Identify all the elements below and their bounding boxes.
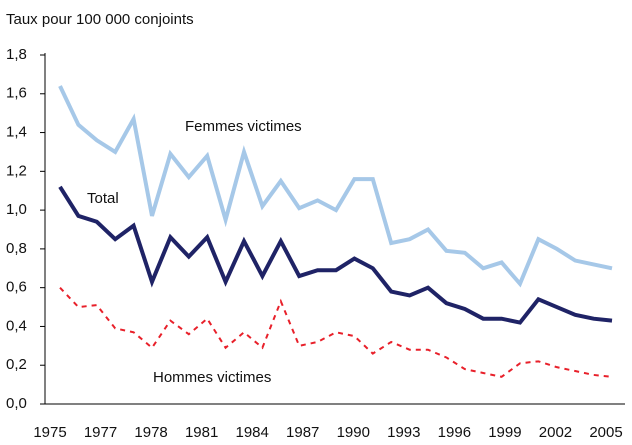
- y-tick-label: 1,0: [6, 201, 27, 218]
- x-tick-label: 2002: [539, 424, 572, 441]
- y-tick-label: 0,2: [6, 356, 27, 373]
- y-tick-label: 0,0: [6, 395, 27, 412]
- y-axis-label: Taux pour 100 000 conjoints: [6, 11, 194, 28]
- series-label: Femmes victimes: [185, 118, 302, 135]
- line-series: [58, 85, 613, 288]
- y-tick-label: 1,4: [6, 124, 27, 141]
- x-tick-label: 1996: [438, 424, 471, 441]
- y-tick-label: 0,6: [6, 279, 27, 296]
- x-tick-label: 1984: [235, 424, 268, 441]
- y-tick-label: 1,6: [6, 85, 27, 102]
- x-tick-label: 1993: [387, 424, 420, 441]
- series-label: Hommes victimes: [153, 369, 271, 386]
- x-tick-label: 1977: [84, 424, 117, 441]
- x-tick-label: 2005: [589, 424, 622, 441]
- x-tick-label: 1978: [134, 424, 167, 441]
- y-tick-label: 1,8: [6, 46, 27, 63]
- x-tick-label: 1987: [286, 424, 319, 441]
- y-tick-label: 1,2: [6, 162, 27, 179]
- x-tick-label: 1981: [185, 424, 218, 441]
- line-series: [59, 286, 613, 378]
- x-tick-label: 1990: [337, 424, 370, 441]
- y-tick-label: 0,8: [6, 240, 27, 257]
- x-tick-label: 1999: [488, 424, 521, 441]
- y-tick-label: 0,4: [6, 317, 27, 334]
- x-tick-label: 1975: [33, 424, 66, 441]
- series-label: Total: [87, 190, 119, 207]
- line-series: [58, 185, 613, 325]
